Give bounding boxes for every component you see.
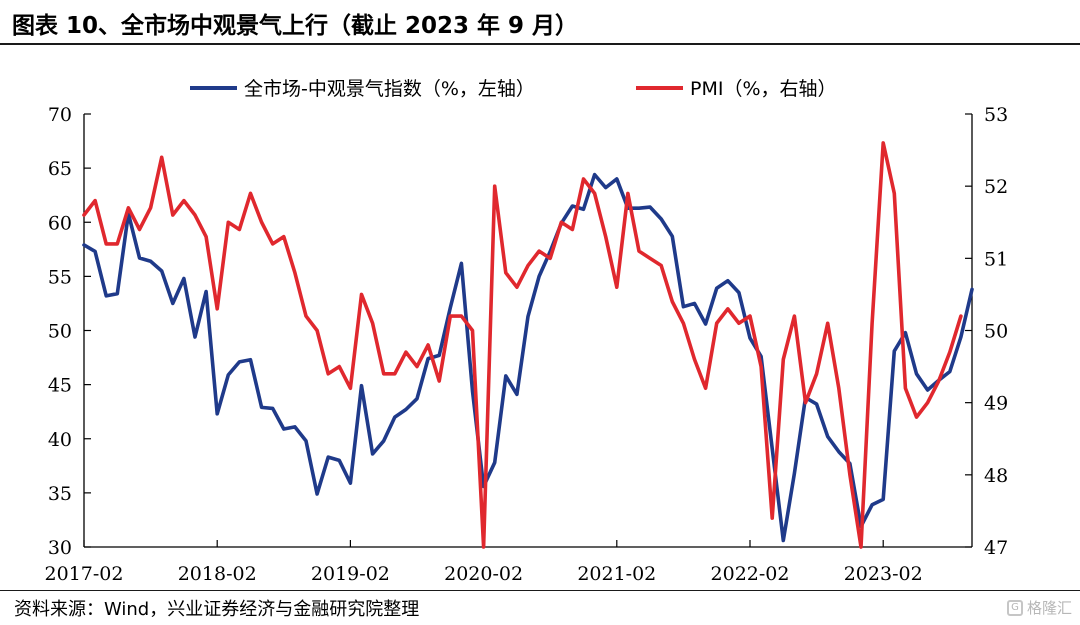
watermark-logo-icon: G xyxy=(1006,599,1023,616)
right-axis-tick-label: 51 xyxy=(984,248,1008,270)
series-line-pmi xyxy=(82,141,963,549)
right-axis-tick-label: 49 xyxy=(984,393,1008,415)
watermark: G 格隆汇 xyxy=(1006,597,1072,618)
right-axis-tick-label: 50 xyxy=(984,321,1008,343)
legend-label-left-series: 全市场-中观景气指数（%，左轴） xyxy=(244,78,535,100)
x-axis-tick-label: 2020-02 xyxy=(444,563,523,585)
left-axis-tick-label: 40 xyxy=(48,429,72,451)
left-axis-tick-label: 65 xyxy=(48,158,72,180)
legend: 全市场-中观景气指数（%，左轴） PMI（%，右轴） xyxy=(190,78,837,100)
legend-label-right-series: PMI（%，右轴） xyxy=(690,78,837,100)
left-axis-tick-label: 45 xyxy=(48,375,72,397)
title-divider xyxy=(0,43,1080,45)
chart-title: 图表 10、全市场中观景气上行（截止 2023 年 9 月） xyxy=(12,13,579,39)
footer-divider xyxy=(0,590,1080,591)
left-axis-tick-label: 60 xyxy=(48,212,72,234)
x-axis-tick-label: 2018-02 xyxy=(178,563,257,585)
chart-area: 全市场-中观景气指数（%，左轴） PMI（%，右轴） 30 35 40 45 50 55 6… xyxy=(45,78,1009,585)
left-axis-tick-label: 30 xyxy=(48,537,72,559)
left-axis-tick-label: 70 xyxy=(48,104,72,126)
watermark-text: 格隆汇 xyxy=(1026,599,1072,617)
left-axis-tick-label: 50 xyxy=(48,321,72,343)
x-axis-tick-label: 2022-02 xyxy=(711,563,790,585)
series-line-midlevel-index xyxy=(82,172,974,543)
source-note: 资料来源：Wind，兴业证券经济与金融研究院整理 xyxy=(14,599,420,620)
left-axis-tick-label: 35 xyxy=(48,483,72,505)
left-axis-tick-label: 55 xyxy=(48,266,72,288)
x-axis-tick-label: 2017-02 xyxy=(45,563,124,585)
right-axis-tick-label: 48 xyxy=(984,465,1008,487)
right-axis-tick-label: 53 xyxy=(984,104,1008,126)
right-axis-tick-label: 52 xyxy=(984,176,1008,198)
x-axis-tick-label: 2019-02 xyxy=(311,563,390,585)
right-axis-tick-label: 47 xyxy=(984,537,1008,559)
x-axis-tick-label: 2023-02 xyxy=(844,563,923,585)
series-lines xyxy=(82,141,974,549)
x-axis-tick-label: 2021-02 xyxy=(577,563,656,585)
axis-ticks: 30 35 40 45 50 55 60 65 70 47 48 49 50 51 52 53 2017-02 2… xyxy=(45,104,1009,585)
